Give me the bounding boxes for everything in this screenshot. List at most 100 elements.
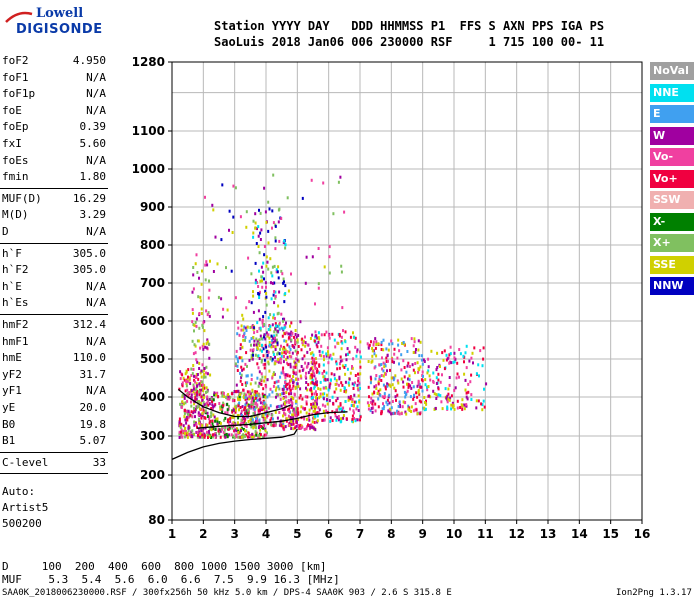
y-tick-label: 80 xyxy=(148,513,165,527)
echo-point xyxy=(416,384,419,388)
echo-point xyxy=(369,375,372,379)
echo-point xyxy=(382,348,385,352)
echo-point xyxy=(354,374,357,377)
echo-point xyxy=(240,365,243,369)
echo-point xyxy=(284,292,287,295)
echo-point xyxy=(186,399,189,403)
echo-point xyxy=(268,393,271,397)
echo-point xyxy=(326,398,328,402)
echo-point xyxy=(199,402,202,405)
echo-point xyxy=(288,386,291,390)
echo-point xyxy=(260,275,263,279)
echo-point xyxy=(293,410,296,414)
echo-point xyxy=(294,338,296,342)
echo-point xyxy=(310,406,313,410)
echo-point xyxy=(261,279,263,283)
echo-point xyxy=(465,366,468,370)
echo-point xyxy=(388,393,391,397)
echo-point xyxy=(305,427,308,431)
echo-point xyxy=(250,337,253,341)
echo-point xyxy=(270,297,273,301)
echo-point xyxy=(341,409,343,413)
echo-point xyxy=(278,321,281,325)
echo-point xyxy=(383,392,386,396)
echo-point xyxy=(439,365,441,368)
echo-point xyxy=(425,402,428,406)
echo-point xyxy=(198,326,201,330)
echo-point xyxy=(228,426,231,430)
echo-point xyxy=(208,421,211,425)
echo-point xyxy=(224,435,227,439)
echo-point xyxy=(279,375,282,379)
echo-point xyxy=(279,347,281,351)
echo-point xyxy=(283,408,286,411)
echo-point xyxy=(200,369,203,373)
echo-point xyxy=(277,304,280,308)
echo-point xyxy=(307,362,310,366)
echo-point xyxy=(268,207,271,211)
echo-point xyxy=(272,340,275,344)
param-row-foep: foEp 0.39 xyxy=(2,120,106,136)
echo-point xyxy=(297,412,300,416)
echo-point xyxy=(245,306,248,310)
echo-point xyxy=(327,333,330,337)
echo-point xyxy=(292,397,294,401)
echo-point xyxy=(274,236,277,240)
echo-point xyxy=(268,336,271,340)
echo-point xyxy=(307,383,310,387)
echo-point xyxy=(428,374,431,378)
echo-point xyxy=(236,414,239,418)
echo-point xyxy=(351,417,354,421)
echo-point xyxy=(312,353,315,357)
echo-point xyxy=(352,409,355,413)
param-value: N/A xyxy=(86,334,106,348)
echo-point xyxy=(299,423,302,427)
echo-point xyxy=(418,383,421,386)
echo-point xyxy=(316,414,319,418)
echo-point xyxy=(200,380,203,384)
echo-point xyxy=(316,402,318,406)
echo-point xyxy=(256,403,259,407)
echo-point xyxy=(374,402,377,406)
echo-point xyxy=(188,376,191,380)
echo-point xyxy=(235,404,238,408)
echo-point xyxy=(300,405,303,409)
echo-point xyxy=(450,361,453,365)
echo-point xyxy=(311,373,314,377)
echo-point xyxy=(270,423,273,427)
echo-point xyxy=(393,376,396,380)
echo-point xyxy=(265,285,267,289)
echo-point xyxy=(272,336,275,340)
echo-point xyxy=(195,384,198,388)
echo-point xyxy=(278,239,281,243)
echo-point xyxy=(419,340,422,344)
echo-point xyxy=(291,331,294,335)
echo-point xyxy=(201,429,204,433)
echo-point xyxy=(325,354,328,358)
echo-point xyxy=(335,399,338,403)
echo-point xyxy=(239,406,242,409)
echo-point xyxy=(277,360,280,364)
echo-point xyxy=(316,397,319,401)
echo-point xyxy=(421,370,424,374)
echo-point xyxy=(239,398,242,402)
echo-point xyxy=(473,346,476,350)
echo-point xyxy=(274,410,277,414)
echo-point xyxy=(181,400,184,404)
echo-point xyxy=(291,403,294,407)
echo-point xyxy=(305,255,308,259)
echo-point xyxy=(285,331,288,335)
echo-point xyxy=(380,348,383,351)
echo-point xyxy=(295,424,298,428)
echo-point xyxy=(233,436,236,439)
echo-point xyxy=(386,398,389,402)
echo-point xyxy=(241,313,244,317)
echo-point xyxy=(281,387,284,391)
echo-point xyxy=(355,407,358,411)
echo-point xyxy=(274,355,276,359)
echo-point xyxy=(258,208,260,212)
echo-point xyxy=(304,395,307,399)
echo-point xyxy=(206,313,209,317)
echo-point xyxy=(383,362,386,366)
echo-point xyxy=(213,404,216,408)
